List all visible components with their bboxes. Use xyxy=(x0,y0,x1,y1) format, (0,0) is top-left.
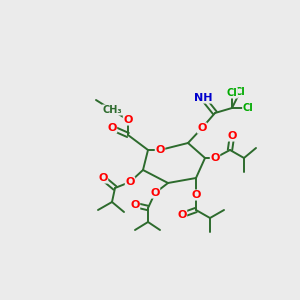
Text: NH: NH xyxy=(194,93,212,103)
Text: O: O xyxy=(123,115,133,125)
Text: O: O xyxy=(210,153,220,163)
Text: Cl: Cl xyxy=(243,103,254,113)
Text: Cl: Cl xyxy=(235,87,245,97)
Text: O: O xyxy=(177,210,187,220)
Text: O: O xyxy=(98,173,108,183)
Text: O: O xyxy=(227,131,237,141)
Text: O: O xyxy=(130,200,140,210)
Text: CH₃: CH₃ xyxy=(102,105,122,115)
Text: O: O xyxy=(125,177,135,187)
Text: O: O xyxy=(197,123,207,133)
Text: Cl: Cl xyxy=(226,88,237,98)
Text: O: O xyxy=(155,145,165,155)
Text: O: O xyxy=(191,190,201,200)
Text: O: O xyxy=(150,188,160,198)
Text: O: O xyxy=(107,123,117,133)
